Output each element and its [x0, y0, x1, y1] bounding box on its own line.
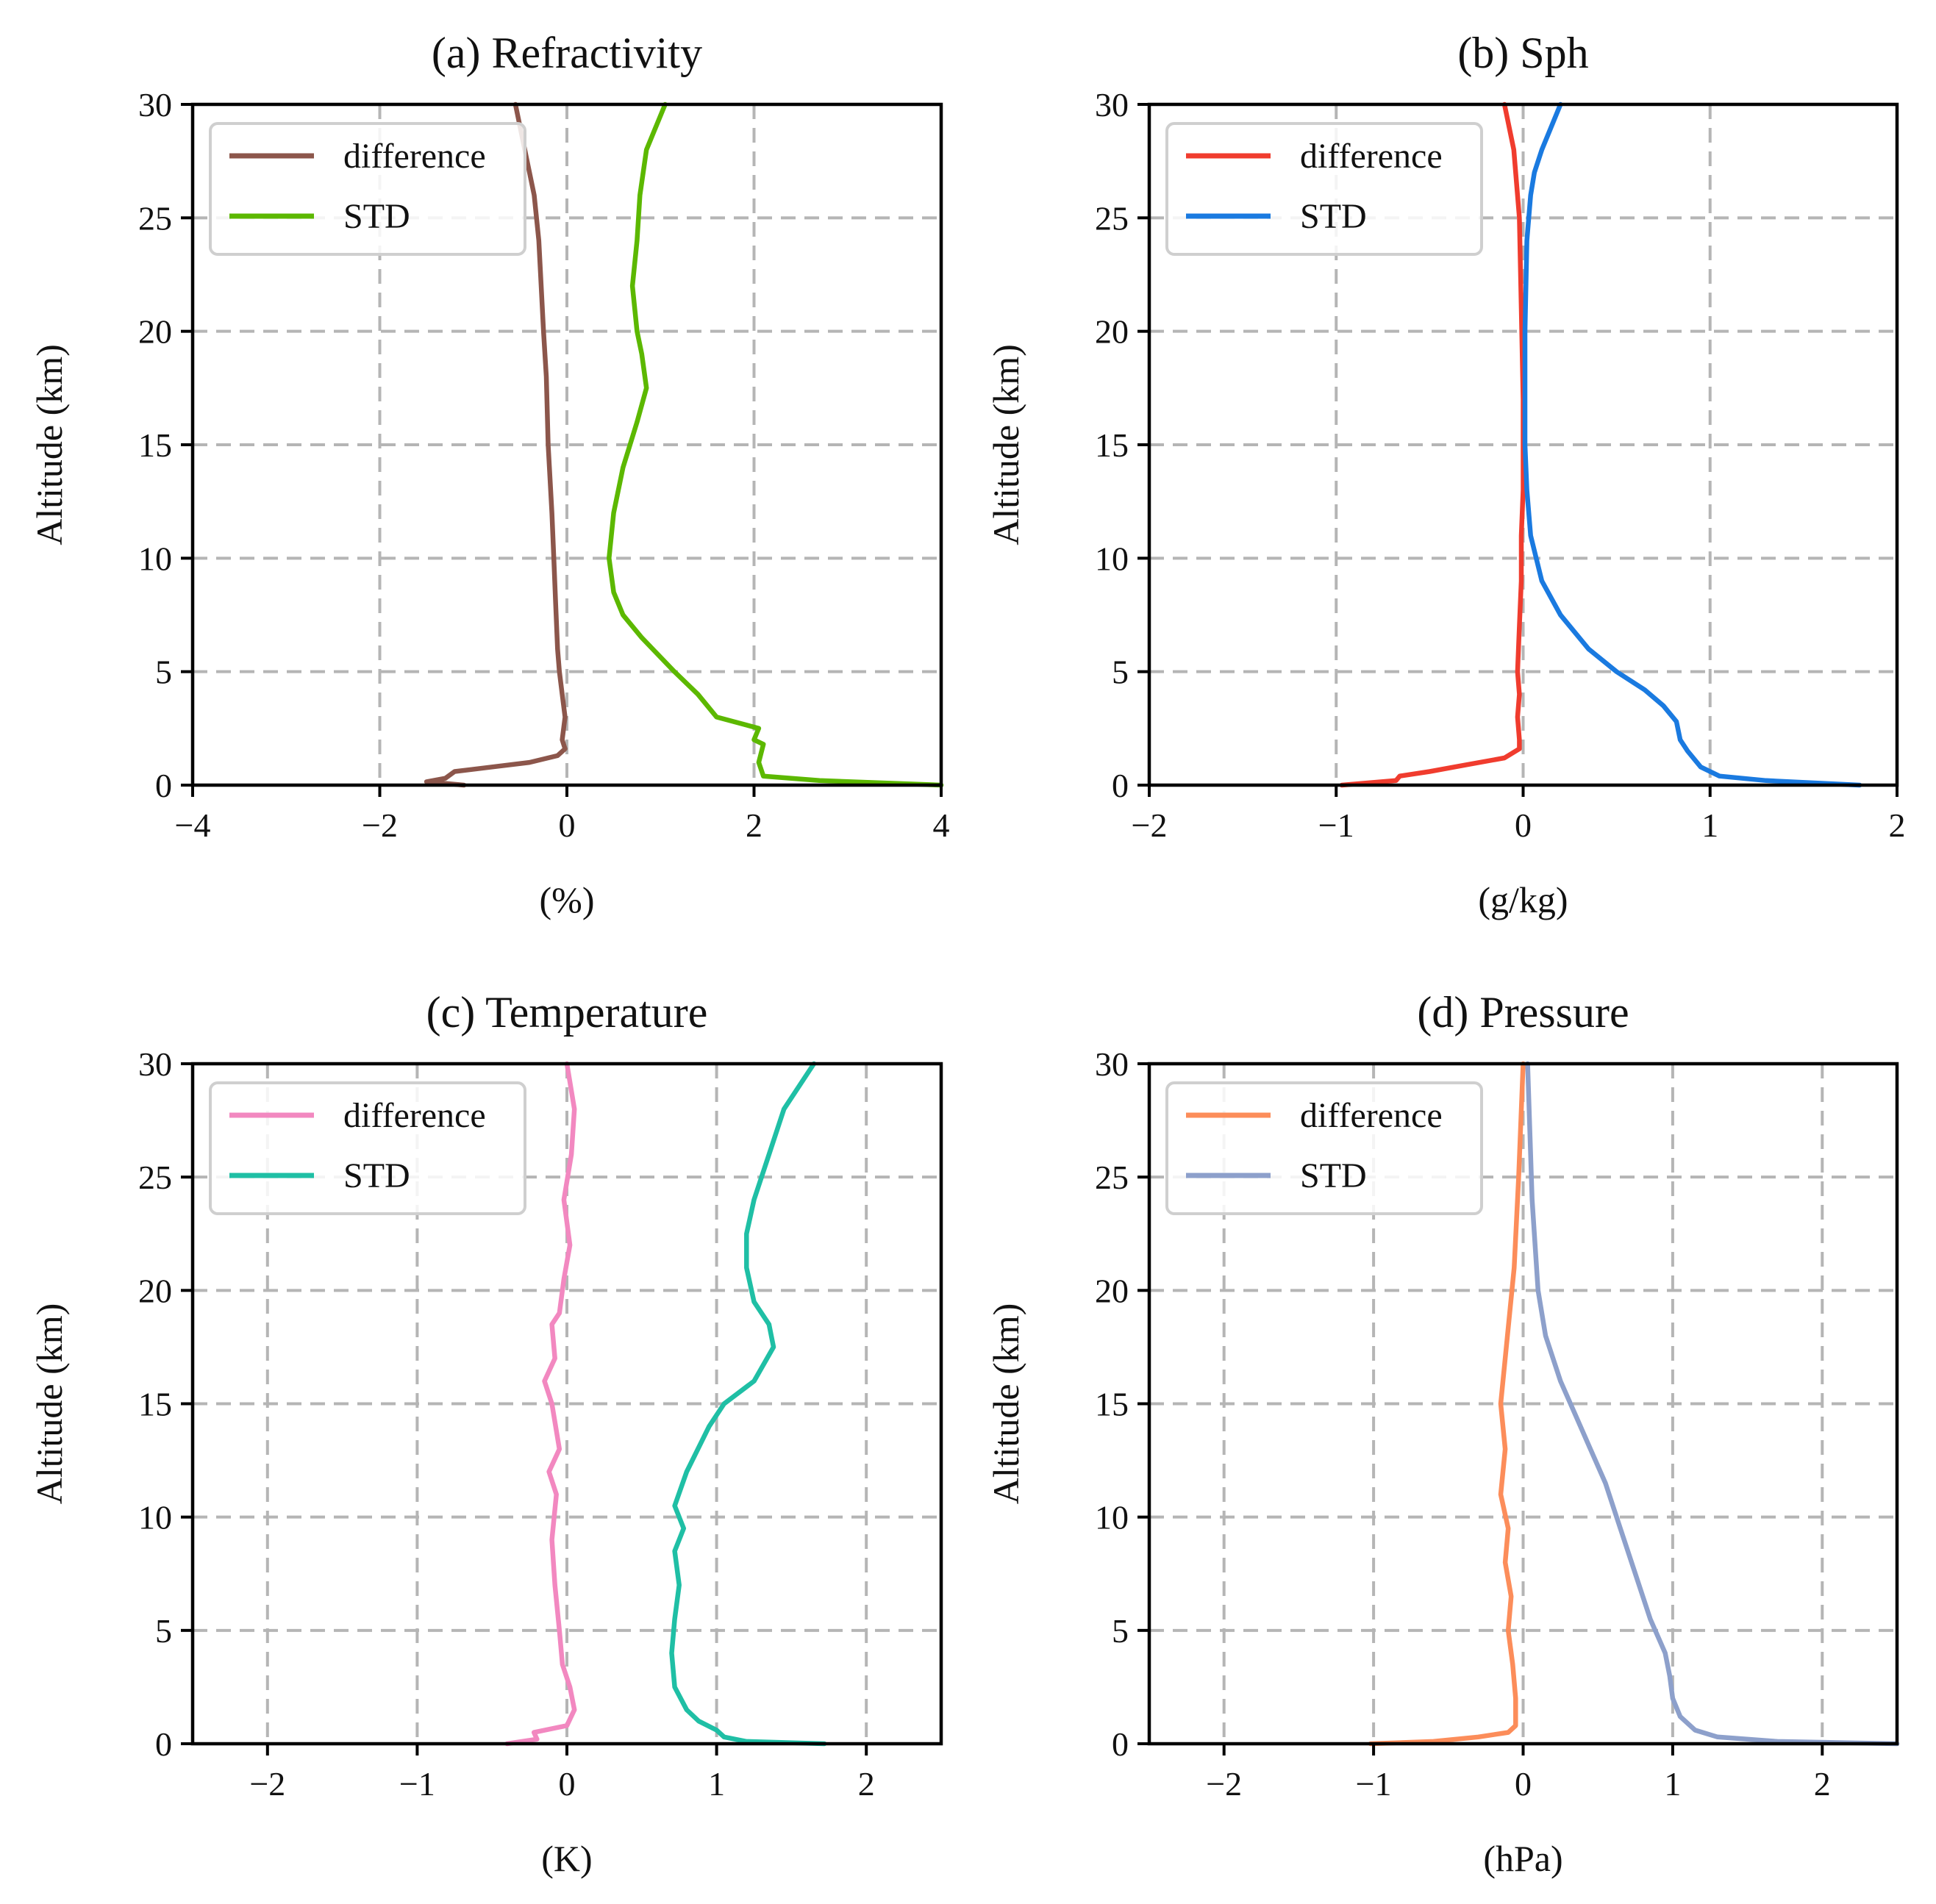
- legend-entry-difference: difference: [1300, 137, 1443, 176]
- y-tick-label: 15: [138, 426, 172, 464]
- x-tick-label: 2: [746, 806, 762, 844]
- y-tick-label: 20: [138, 313, 172, 351]
- x-tick-label: 2: [1889, 806, 1906, 844]
- x-tick-label: −1: [1318, 806, 1354, 844]
- series-line-difference: [504, 1061, 577, 1747]
- x-axis-label: (%): [540, 879, 595, 920]
- legend-entry-difference: difference: [1300, 1096, 1443, 1135]
- y-tick-label: 5: [155, 654, 172, 691]
- x-axis-label: (g/kg): [1478, 879, 1568, 920]
- y-tick-label: 0: [1112, 1725, 1129, 1763]
- x-axis-label: (K): [541, 1838, 592, 1879]
- y-tick-label: 0: [155, 1725, 172, 1763]
- series-line-difference: [1368, 1061, 1526, 1747]
- y-axis-label: Altitude (km): [985, 344, 1026, 545]
- series-line-difference: [424, 101, 568, 788]
- y-tick-label: 25: [1095, 199, 1129, 237]
- legend-entry-difference: difference: [343, 1096, 486, 1135]
- y-tick-label: 10: [1095, 540, 1129, 577]
- x-tick-label: 4: [933, 806, 950, 844]
- chart-title: (a) Refractivity: [432, 29, 702, 77]
- y-tick-label: 0: [155, 767, 172, 804]
- x-tick-label: −1: [1356, 1765, 1392, 1803]
- y-axis-label: Altitude (km): [29, 1303, 70, 1505]
- y-tick-label: 30: [138, 1045, 172, 1083]
- y-tick-label: 5: [1112, 1612, 1129, 1650]
- legend-entry-std: STD: [343, 1156, 410, 1195]
- x-tick-label: 2: [1814, 1765, 1831, 1803]
- chart-title: (c) Temperature: [426, 988, 708, 1037]
- y-tick-label: 30: [1095, 86, 1129, 124]
- legend-entry-std: STD: [343, 197, 410, 236]
- y-tick-label: 10: [138, 540, 172, 577]
- x-axis-label: (hPa): [1483, 1838, 1562, 1879]
- y-tick-label: 30: [1095, 1045, 1129, 1083]
- series-line-std: [669, 1061, 827, 1747]
- y-tick-label: 20: [1095, 313, 1129, 351]
- y-tick-label: 20: [1095, 1272, 1129, 1309]
- y-tick-label: 0: [1112, 767, 1129, 804]
- y-tick-label: 5: [155, 1612, 172, 1650]
- legend: difference STD: [1165, 1081, 1483, 1215]
- x-tick-label: −4: [175, 806, 211, 844]
- x-tick-label: 0: [559, 806, 576, 844]
- series-line-std: [1525, 1061, 1900, 1747]
- chart-title: (b) Sph: [1457, 29, 1588, 77]
- y-tick-label: 20: [138, 1272, 172, 1309]
- x-tick-label: 0: [1515, 806, 1532, 844]
- legend-entry-std: STD: [1300, 197, 1367, 236]
- y-tick-label: 5: [1112, 654, 1129, 691]
- x-tick-label: −2: [1206, 1765, 1242, 1803]
- series-line-difference: [1339, 101, 1526, 788]
- x-tick-label: −2: [362, 806, 398, 844]
- series-line-std: [607, 101, 944, 788]
- y-tick-label: 25: [1095, 1159, 1129, 1196]
- legend: difference STD: [1165, 122, 1483, 256]
- chart-title: (d) Pressure: [1417, 988, 1629, 1037]
- y-tick-label: 30: [138, 86, 172, 124]
- legend-entry-difference: difference: [343, 137, 486, 176]
- legend: difference STD: [209, 1081, 526, 1215]
- y-tick-label: 25: [138, 1159, 172, 1196]
- y-tick-label: 10: [138, 1499, 172, 1536]
- x-tick-label: −2: [1132, 806, 1168, 844]
- x-tick-label: 0: [1515, 1765, 1532, 1803]
- y-axis-label: Altitude (km): [985, 1303, 1026, 1505]
- y-tick-label: 15: [1095, 1386, 1129, 1423]
- series-line-std: [1522, 101, 1862, 788]
- x-tick-label: 2: [858, 1765, 875, 1803]
- x-tick-label: 1: [1701, 806, 1718, 844]
- y-axis-label: Altitude (km): [29, 344, 70, 545]
- legend: difference STD: [209, 122, 526, 256]
- y-tick-label: 15: [138, 1386, 172, 1423]
- x-tick-label: −1: [399, 1765, 435, 1803]
- y-tick-label: 15: [1095, 426, 1129, 464]
- y-tick-label: 25: [138, 199, 172, 237]
- x-tick-label: 0: [559, 1765, 576, 1803]
- x-tick-label: 1: [708, 1765, 725, 1803]
- y-tick-label: 10: [1095, 1499, 1129, 1536]
- panel-refractivity: −4 −2 0 2 4 0 5 10 15 20 25 30 (a) Refractivity (%) Al…: [29, 29, 950, 920]
- legend-entry-std: STD: [1300, 1156, 1367, 1195]
- x-tick-label: 1: [1664, 1765, 1681, 1803]
- x-tick-label: −2: [249, 1765, 285, 1803]
